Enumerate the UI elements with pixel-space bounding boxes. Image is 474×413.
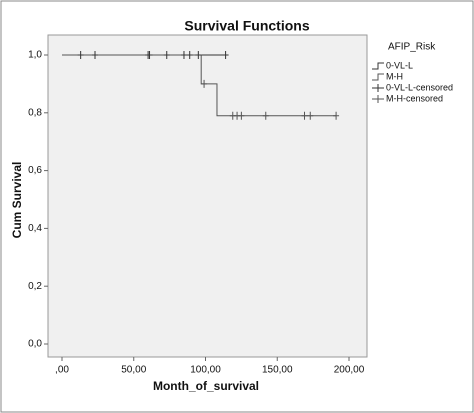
censor-mark xyxy=(262,111,269,120)
x-tick-label: 50,00 xyxy=(121,365,146,376)
censor-mark xyxy=(146,51,153,59)
legend-swatch xyxy=(372,95,384,103)
legend-swatch xyxy=(372,84,384,92)
legend-label: 0-VL-L xyxy=(386,60,413,70)
legend-swatch xyxy=(372,73,384,81)
censor-mark xyxy=(163,51,170,59)
y-tick-label: 1,0 xyxy=(28,50,42,61)
legend-swatch xyxy=(372,62,384,70)
x-tick-label: 200,00 xyxy=(334,365,365,376)
chart-title: Survival Functions xyxy=(184,18,309,34)
censor-mark xyxy=(201,79,208,88)
x-tick-label: 100,00 xyxy=(190,365,221,376)
y-tick-label: 0,4 xyxy=(28,223,42,234)
censor-mark xyxy=(333,111,340,120)
censor-mark xyxy=(180,51,187,59)
censor-mark xyxy=(77,51,84,59)
censor-mark xyxy=(238,111,245,120)
y-axis-label: Cum Survival xyxy=(10,162,24,239)
censor-mark xyxy=(92,51,99,59)
censor-mark xyxy=(307,111,314,120)
x-tick-label: 150,00 xyxy=(262,365,293,376)
legend-title: AFIP_Risk xyxy=(388,42,436,53)
y-tick-label: 0,6 xyxy=(28,165,42,176)
y-tick-label: 0,0 xyxy=(28,339,42,350)
censor-mark xyxy=(301,111,308,120)
x-tick-label: ,00 xyxy=(55,365,69,376)
legend-label: 0-VL-L-censored xyxy=(386,82,453,92)
censor-mark xyxy=(195,51,202,59)
x-axis-label: Month_of_survival xyxy=(153,379,259,393)
legend-label: M-H xyxy=(386,71,403,81)
y-tick-label: 0,2 xyxy=(28,281,42,292)
y-tick-label: 0,8 xyxy=(28,107,42,118)
censor-mark xyxy=(222,51,229,59)
censor-mark xyxy=(186,51,193,59)
plot-area xyxy=(47,34,368,358)
legend-label: M-H-censored xyxy=(386,93,443,103)
